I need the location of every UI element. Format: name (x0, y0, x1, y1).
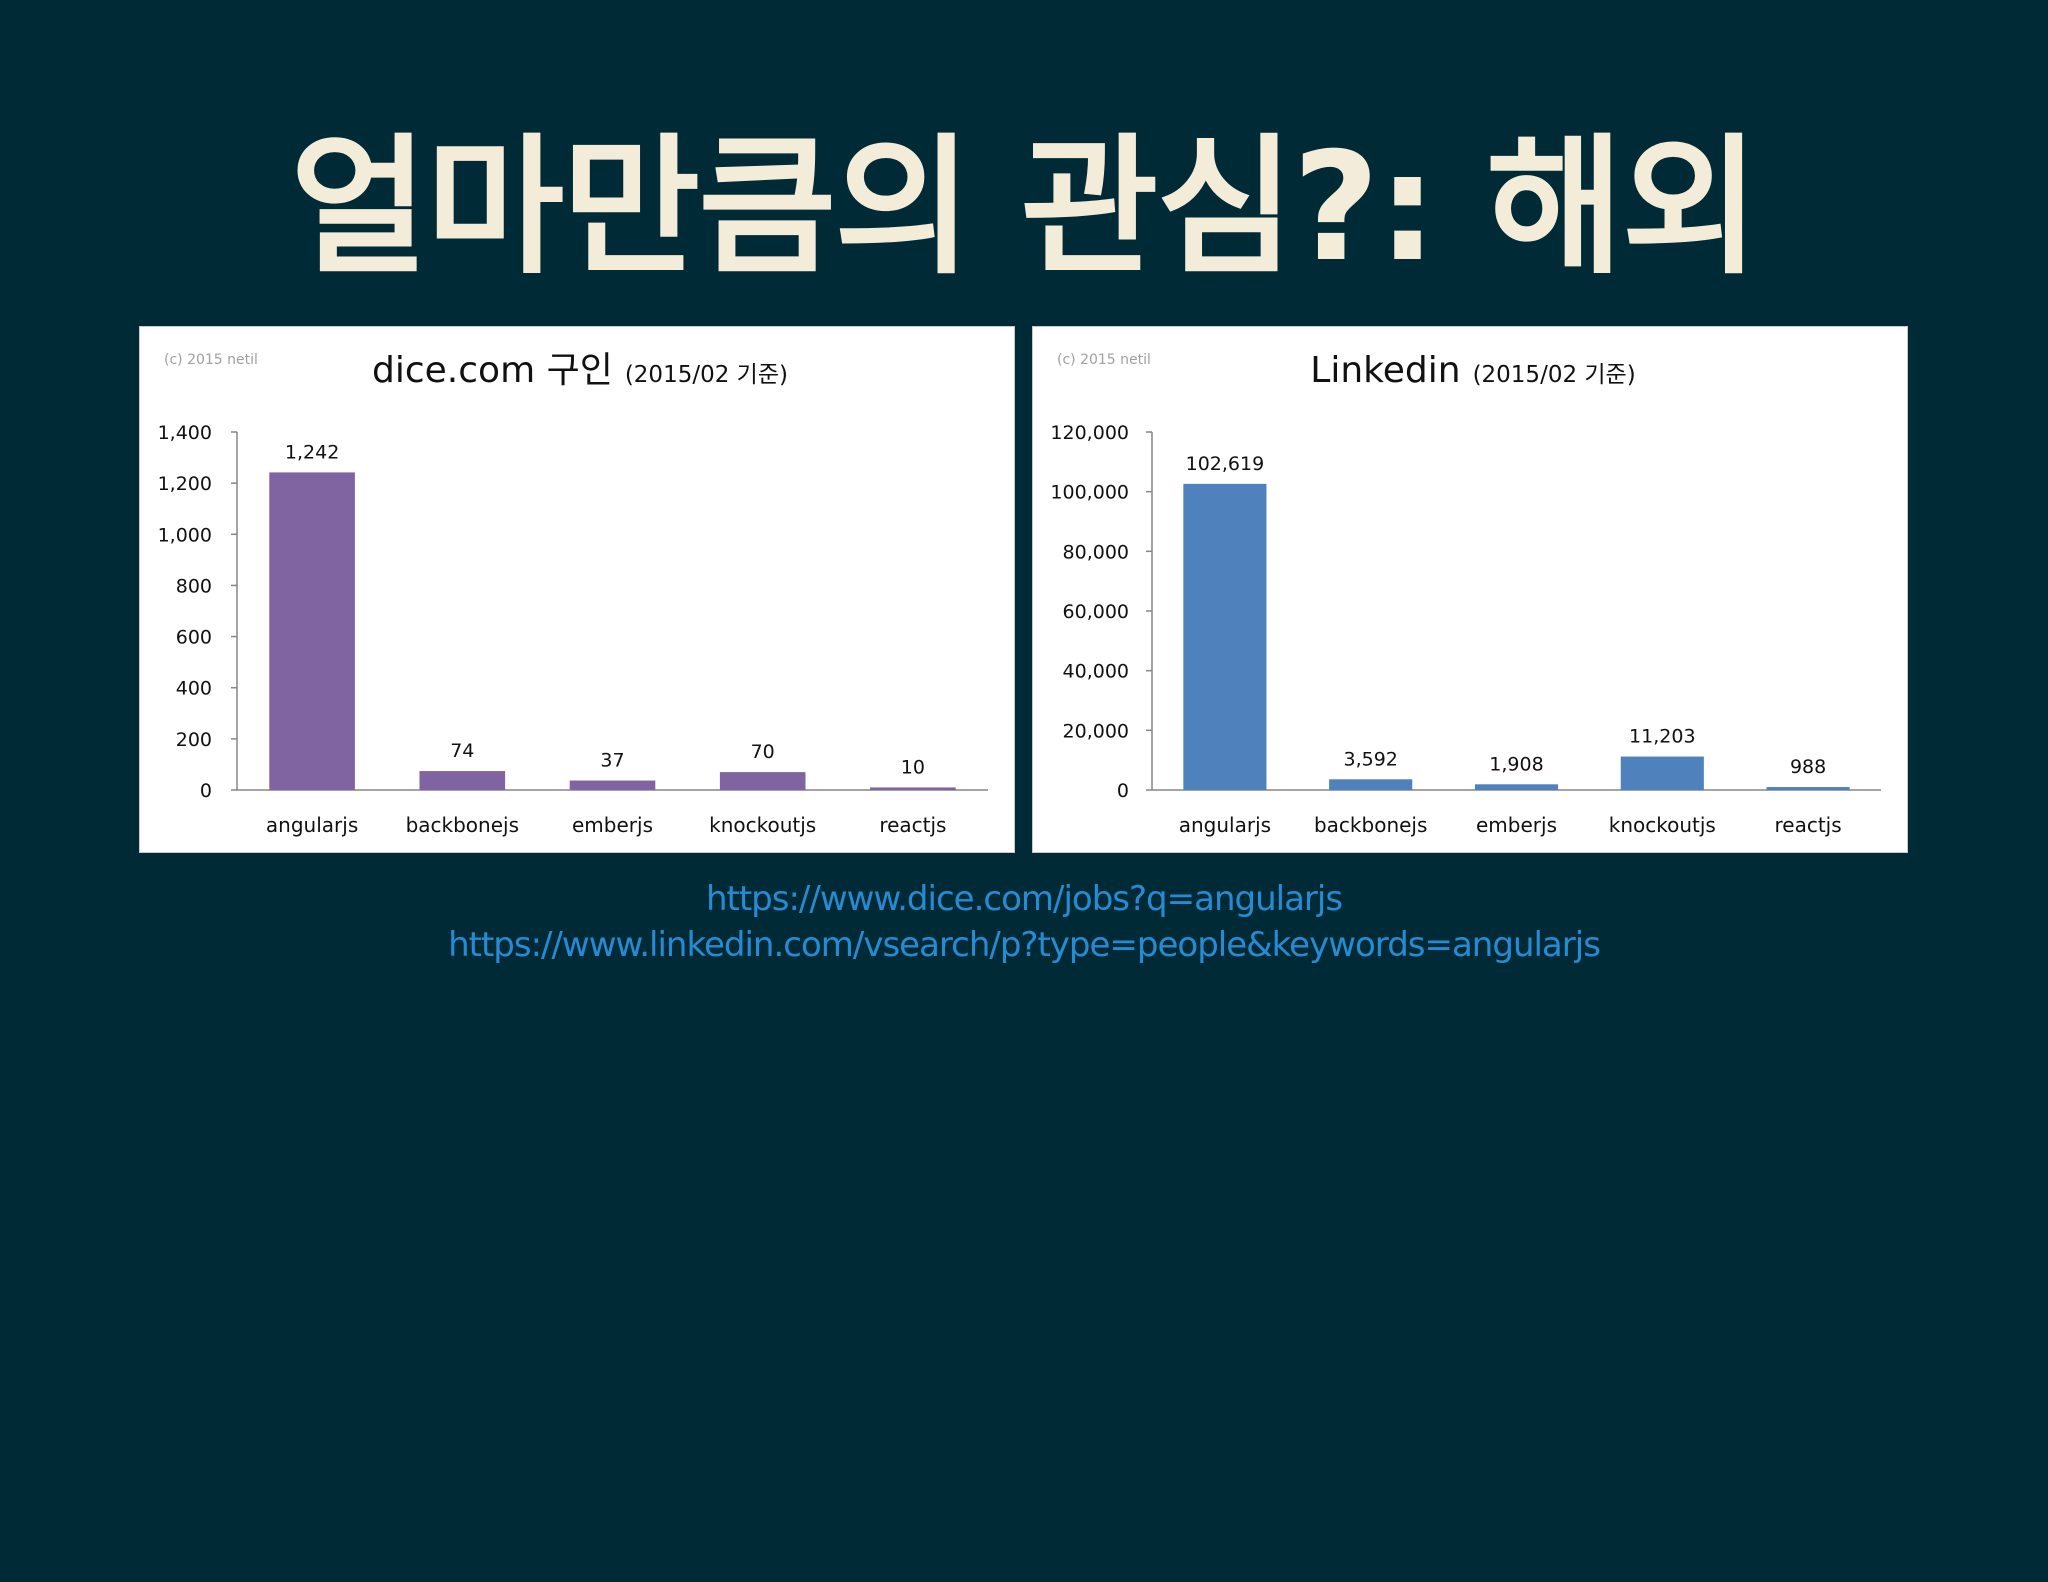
linkedin-category-label: knockoutjs (1609, 813, 1716, 837)
dice-chart: (c) 2015 netil dice.com 구인 (2015/02 기준) 0 20… (158, 350, 988, 837)
linkedin-y-tick-label: 100,000 (1050, 482, 1129, 504)
slide-title: 얼마만큼의 관심?: 해외 (290, 121, 1759, 295)
linkedin-chart-title: Linkedin (2015/02 기준) (1310, 350, 1635, 391)
linkedin-bar-knockoutjs (1620, 756, 1704, 790)
dice-value-label: 70 (751, 741, 775, 763)
linkedin-category-label: reactjs (1775, 813, 1842, 837)
linkedin-value-label: 11,203 (1629, 726, 1695, 748)
dice-value-label: 74 (450, 740, 474, 762)
dice-bar-knockoutjs (719, 772, 806, 790)
dice-bar-backbonejs (419, 771, 506, 790)
source-links: https://www.dice.com/jobs?q=angularjs ht… (0, 876, 2048, 968)
dice-bar-angularjs (269, 472, 355, 790)
linkedin-chart-panel: (c) 2015 netil Linkedin (2015/02 기준) 0 20,00… (1032, 326, 1908, 853)
dice-y-tick-label: 400 (176, 678, 212, 700)
dice-value-label: 1,242 (285, 441, 339, 463)
dice-bar-reactjs (870, 787, 956, 790)
linkedin-chart: (c) 2015 netil Linkedin (2015/02 기준) 0 20,00… (1050, 350, 1881, 837)
dice-y-tick-label: 0 (200, 780, 212, 802)
dice-link[interactable]: https://www.dice.com/jobs?q=angularjs (705, 879, 1343, 919)
linkedin-bar-reactjs (1766, 787, 1850, 790)
linkedin-y-tick-label: 40,000 (1063, 661, 1129, 683)
linkedin-copyright: (c) 2015 netil (1057, 352, 1151, 368)
dice-category-label: knockoutjs (709, 813, 816, 837)
linkedin-chart-subtitle: (2015/02 기준) (1473, 362, 1636, 388)
dice-y-tick-label: 600 (176, 627, 212, 649)
linkedin-category-label: emberjs (1476, 813, 1557, 837)
linkedin-bar-angularjs (1183, 483, 1267, 790)
dice-chart-panel: (c) 2015 netil dice.com 구인 (2015/02 기준) 0 20… (139, 326, 1015, 853)
dice-value-label: 37 (600, 750, 624, 772)
linkedin-y-tick-label: 0 (1117, 780, 1129, 802)
dice-y-tick-label: 800 (176, 575, 212, 597)
dice-copyright: (c) 2015 netil (164, 352, 258, 368)
dice-y-tick-label: 200 (176, 729, 212, 751)
dice-value-label: 10 (901, 756, 925, 778)
dice-chart-title-main: dice.com 구인 (372, 350, 613, 391)
linkedin-y-tick-label: 20,000 (1063, 720, 1129, 742)
linkedin-category-label: backbonejs (1314, 813, 1427, 837)
linkedin-value-label: 988 (1790, 756, 1826, 778)
linkedin-bar-backbonejs (1329, 779, 1413, 790)
dice-category-label: reactjs (879, 813, 946, 837)
linkedin-category-label: angularjs (1179, 813, 1271, 837)
linkedin-y-tick-label: 80,000 (1063, 541, 1129, 563)
linkedin-y-tick-label: 120,000 (1050, 422, 1129, 444)
linkedin-value-label: 3,592 (1343, 748, 1397, 770)
linkedin-chart-title-main: Linkedin (1310, 350, 1460, 391)
dice-category-label: emberjs (572, 813, 653, 837)
linkedin-value-label: 1,908 (1489, 753, 1543, 775)
dice-y-tick-label: 1,400 (158, 422, 212, 444)
linkedin-bar-emberjs (1474, 784, 1559, 790)
linkedin-y-tick-label: 60,000 (1063, 601, 1129, 623)
dice-category-label: backbonejs (406, 813, 519, 837)
linkedin-link[interactable]: https://www.linkedin.com/vsearch/p?type=… (448, 925, 1601, 965)
dice-category-label: angularjs (266, 813, 358, 837)
dice-y-tick-label: 1,000 (158, 524, 212, 546)
dice-bar-emberjs (569, 780, 656, 790)
dice-chart-title: dice.com 구인 (2015/02 기준) (372, 350, 788, 391)
dice-chart-subtitle: (2015/02 기준) (625, 362, 788, 388)
linkedin-value-label: 102,619 (1186, 453, 1265, 475)
dice-y-tick-label: 1,200 (158, 473, 212, 495)
